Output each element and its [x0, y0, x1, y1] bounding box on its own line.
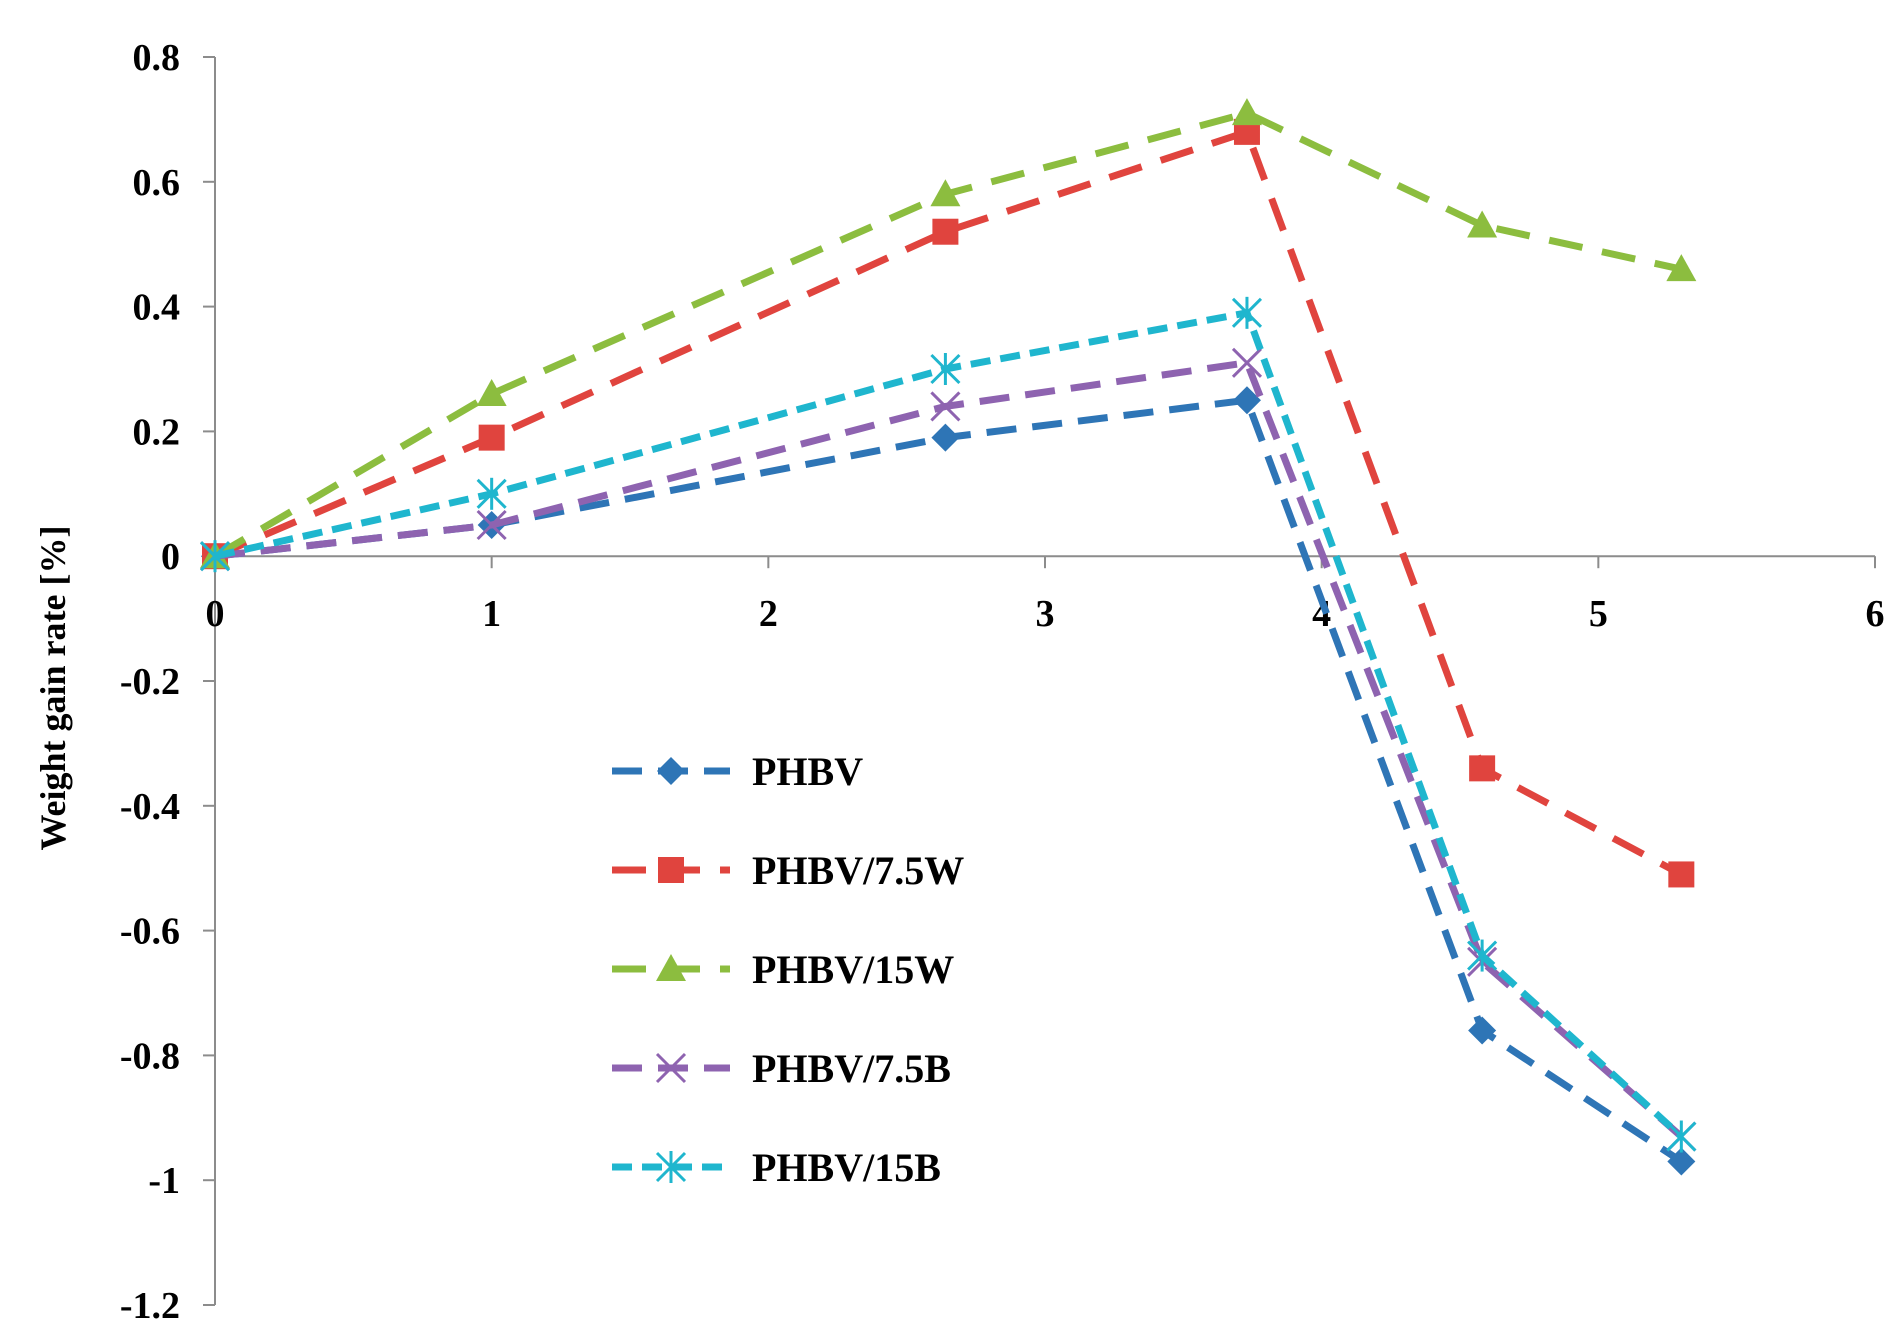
tick-labels: -1.2-1-0.8-0.6-0.4-0.200.20.40.60.80 1 2 3 4… — [120, 37, 1885, 1327]
series-line — [214, 309, 1684, 1140]
legend-marker — [655, 1151, 687, 1183]
y-tick-label: 0 — [161, 536, 180, 578]
legend-marker — [657, 757, 685, 785]
series-line — [214, 359, 1684, 1140]
data-point — [1667, 1147, 1696, 1176]
data-point — [1666, 1120, 1697, 1153]
y-tick-label: -0.6 — [120, 911, 180, 953]
data-point — [931, 423, 960, 452]
data-point — [1231, 347, 1263, 378]
data-point — [932, 218, 959, 245]
data-point — [1467, 939, 1498, 972]
legend-marker — [655, 1052, 687, 1084]
legend-label: PHBV/15B — [752, 1145, 941, 1190]
legend-marker — [658, 857, 684, 883]
y-tick-label: -0.8 — [120, 1035, 180, 1077]
legend-label: PHBV/7.5B — [752, 1046, 951, 1091]
x-tick-label: 1 — [482, 593, 501, 635]
data-point — [1666, 254, 1697, 282]
legend-marker — [656, 954, 686, 981]
data-point — [1668, 861, 1695, 888]
data-point — [478, 424, 505, 451]
data-point — [1468, 1016, 1497, 1045]
y-tick-label: 0.6 — [133, 162, 181, 204]
legend-label: PHBV — [752, 749, 863, 794]
axes — [203, 56, 1876, 1306]
y-axis-title: Weight gain rate [%] — [33, 526, 73, 851]
y-tick-label: 0.4 — [133, 287, 181, 329]
series-line — [213, 109, 1683, 560]
legend-label: PHBV/7.5W — [752, 848, 964, 893]
data-point — [1469, 755, 1496, 782]
legend-item: PHBV/7.5B — [612, 1046, 951, 1091]
x-tick-label: 6 — [1866, 593, 1885, 635]
legend-item: PHBV — [612, 749, 863, 794]
x-tick-label: 3 — [1036, 593, 1055, 635]
data-point — [476, 477, 507, 510]
legend-item: PHBV/7.5W — [612, 848, 964, 893]
data-point — [1231, 296, 1263, 329]
series-phbv-15b — [199, 296, 1697, 1153]
data-point — [1232, 386, 1261, 415]
y-tick-label: 0.2 — [133, 411, 181, 453]
series-layer — [199, 98, 1697, 1176]
data-point — [1231, 98, 1262, 126]
y-tick-label: 0.8 — [133, 37, 181, 79]
y-tick-label: -0.2 — [120, 661, 180, 703]
legend-item: PHBV/15B — [612, 1145, 941, 1190]
series-phbv-15w — [200, 98, 1697, 569]
y-tick-label: -0.4 — [120, 786, 180, 828]
legend-item: PHBV/15W — [612, 947, 954, 992]
data-point — [930, 353, 961, 385]
y-tick-label: -1 — [148, 1160, 180, 1202]
x-tick-label: 0 — [206, 593, 225, 635]
data-point — [930, 179, 961, 207]
legend-label: PHBV/15W — [752, 947, 954, 992]
legend: PHBV PHBV/7.5W PHBV/15W PHBV/7.5B PHBV/15B — [612, 749, 964, 1190]
data-point — [476, 509, 507, 541]
data-point — [199, 540, 231, 573]
data-point — [1467, 210, 1498, 238]
data-point — [476, 378, 507, 406]
x-tick-label: 2 — [759, 593, 778, 635]
x-tick-label: 5 — [1589, 593, 1608, 635]
y-tick-label: -1.2 — [120, 1285, 180, 1327]
data-point — [930, 391, 961, 422]
